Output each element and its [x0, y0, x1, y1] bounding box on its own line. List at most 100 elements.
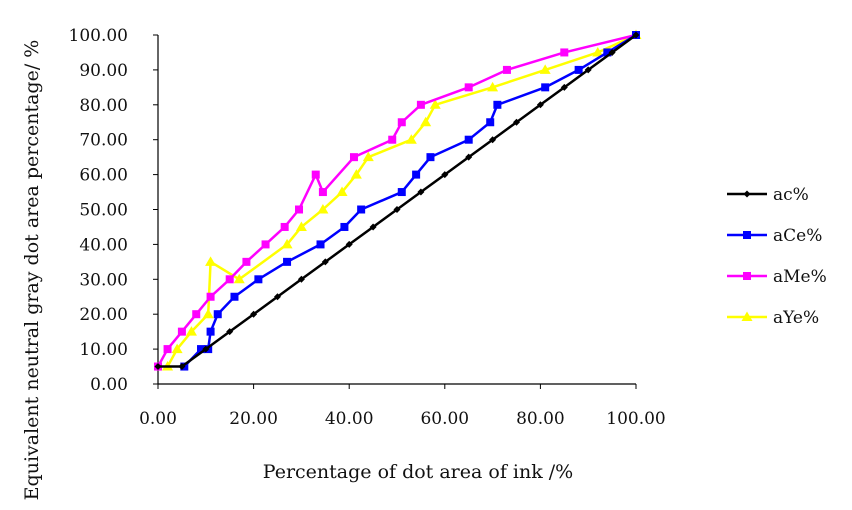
data-point: [416, 100, 425, 109]
data-point: [608, 48, 616, 56]
legend-marker: [741, 311, 753, 321]
series-3: [162, 29, 642, 371]
y-tick-label: 60.00: [79, 166, 128, 186]
data-point: [393, 206, 401, 213]
legend-item: ac%: [727, 185, 809, 205]
y-tick-label: 70.00: [79, 131, 128, 151]
data-point: [230, 292, 239, 301]
x-tick-label: 40.00: [325, 409, 374, 429]
y-tick-label: 20.00: [79, 305, 128, 325]
x-tick-label: 20.00: [229, 409, 278, 429]
data-point: [226, 328, 234, 336]
x-tick-label: 60.00: [420, 409, 469, 429]
data-point: [281, 238, 293, 249]
x-tick-label: 100.00: [606, 409, 665, 429]
legend-label: aCe%: [773, 226, 822, 246]
data-point: [486, 118, 495, 127]
data-point: [489, 136, 497, 144]
data-point: [541, 83, 550, 92]
legend-label: ac%: [773, 185, 809, 205]
data-point: [429, 99, 441, 109]
data-point: [426, 153, 435, 162]
x-tick-label: 0.00: [139, 409, 177, 429]
data-point: [539, 64, 551, 74]
y-axis-ticks: 0.00 10.00 20.00 30.00 40.00 50.00 60.00 70.00 8…: [69, 26, 158, 395]
data-point: [632, 31, 640, 39]
y-axis-title: Equivalent neutral gray dot area percent…: [21, 40, 43, 501]
legend-item: aCe%: [727, 226, 822, 246]
x-tick-label: 80.00: [516, 409, 565, 429]
data-point: [233, 273, 245, 284]
data-point: [464, 135, 473, 144]
data-point: [357, 205, 366, 214]
plot-area: 0.00 20.00 40.00 60.00 80.00 100.00 0.00 10.00…: [69, 26, 666, 429]
legend-item: aYe%: [727, 308, 819, 328]
data-point: [465, 153, 473, 161]
data-point: [171, 343, 183, 354]
data-point: [280, 222, 289, 231]
data-point: [412, 170, 421, 179]
legend-marker: [743, 190, 751, 198]
data-point: [493, 100, 502, 109]
data-point: [205, 256, 217, 266]
x-axis-title: Percentage of dot area of ink /%: [263, 461, 573, 483]
y-tick-label: 30.00: [79, 270, 128, 290]
y-tick-label: 0.00: [90, 375, 128, 395]
data-point: [397, 188, 406, 197]
data-point: [340, 222, 349, 231]
data-point: [584, 66, 592, 74]
series-line: [166, 33, 637, 368]
data-point: [242, 257, 251, 266]
data-point: [202, 308, 214, 319]
data-point: [369, 223, 377, 231]
data-point: [420, 116, 432, 127]
data-point: [405, 134, 417, 144]
y-tick-label: 40.00: [79, 235, 128, 255]
legend-marker: [743, 272, 751, 280]
data-point: [202, 345, 210, 353]
data-point: [178, 363, 186, 371]
y-tick-label: 80.00: [79, 96, 128, 116]
data-point: [250, 310, 258, 318]
data-point: [154, 363, 162, 371]
data-point: [350, 169, 362, 179]
data-point: [185, 326, 197, 336]
data-point: [261, 240, 270, 249]
data-point: [163, 345, 172, 354]
data-point: [349, 153, 358, 162]
data-point: [254, 275, 263, 284]
y-tick-label: 50.00: [79, 201, 128, 221]
data-point: [295, 205, 304, 214]
data-point: [318, 188, 327, 197]
data-point: [213, 310, 222, 319]
data-point: [283, 257, 292, 266]
data-point: [274, 293, 281, 301]
data-point: [316, 240, 325, 249]
data-point: [464, 83, 473, 92]
y-tick-label: 10.00: [79, 340, 128, 360]
legend-item: aMe%: [727, 267, 827, 287]
legend-label: aMe%: [773, 267, 827, 287]
data-point: [560, 83, 568, 91]
y-tick-label: 90.00: [79, 61, 128, 81]
series-layer: [154, 29, 642, 371]
data-point: [206, 292, 215, 301]
legend: ac% aCe% aMe% aYe%: [727, 185, 827, 328]
data-point: [192, 310, 201, 319]
data-point: [513, 118, 520, 126]
data-point: [603, 48, 612, 57]
data-point: [441, 171, 449, 179]
data-point: [502, 65, 511, 74]
data-point: [362, 151, 374, 162]
data-point: [592, 46, 604, 57]
data-point: [225, 275, 234, 284]
data-point: [487, 81, 499, 92]
y-tick-label: 100.00: [69, 26, 128, 46]
data-point: [295, 221, 307, 231]
data-point: [197, 345, 206, 354]
data-point: [177, 327, 186, 336]
data-point: [317, 204, 329, 214]
data-point: [321, 258, 329, 266]
legend-label: aYe%: [773, 308, 819, 328]
